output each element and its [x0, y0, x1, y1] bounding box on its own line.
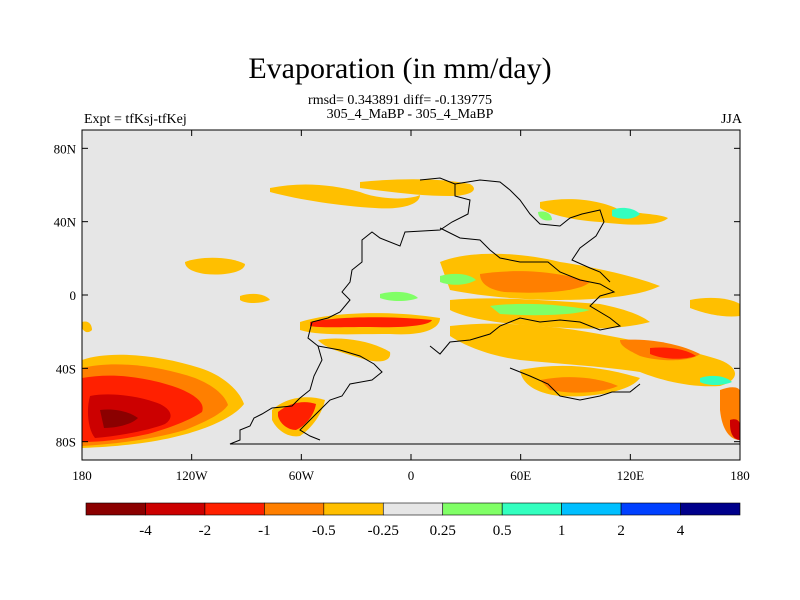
colorbar-label: 0.5 [493, 523, 512, 539]
colorbar-swatch [680, 502, 741, 516]
colorbar-swatch [204, 502, 265, 516]
anomaly-patch-green-5 [700, 375, 732, 385]
x-tick-label: 120W [176, 468, 209, 483]
colorbar-label: -0.5 [312, 523, 336, 539]
anomaly-patch-tropical-atlantic-2 [310, 317, 432, 328]
anomaly-patch-brazil [318, 338, 391, 362]
anomaly-patch-south-america-2 [278, 402, 316, 430]
anomaly-patch-arctic [270, 184, 420, 209]
colorbar-label: -1 [258, 523, 271, 539]
colorbar-swatch [620, 502, 681, 516]
coastline-south-america [299, 345, 383, 441]
colorbar-label: -2 [199, 523, 212, 539]
season-label: JJA [720, 112, 742, 127]
anomaly-patch-eurasia-north [360, 179, 474, 196]
x-tick-label: 180 [730, 468, 750, 483]
anomaly-patch-indian-ocean-3 [650, 347, 696, 359]
colorbar-swatch [442, 502, 503, 516]
y-tick-label: 40N [54, 215, 77, 230]
anomaly-patch-green-4 [380, 291, 418, 301]
colorbar-label: 2 [617, 523, 625, 539]
anomaly-patch-arabia [480, 271, 590, 293]
colorbar-swatch [85, 502, 146, 516]
x-tick-label: 0 [408, 468, 415, 483]
colorbar-label: -4 [139, 523, 152, 539]
anomaly-patch-tropical-east [690, 297, 740, 317]
x-tick-label: 180 [72, 468, 92, 483]
colorbar-label: 0.25 [430, 523, 456, 539]
colorbar-swatch [264, 502, 325, 516]
anomaly-patch-south-indian-2 [540, 377, 618, 393]
coastline-asia [454, 179, 611, 283]
anomaly-patch-pacific-small [240, 293, 270, 303]
coastlines [229, 177, 740, 445]
anomaly-patch-green-asia [612, 207, 640, 219]
anomaly-patch-green-1 [538, 211, 552, 221]
plot-title: Evaporation (in mm/day) [248, 52, 552, 85]
anomaly-patch-south-pacific-5 [100, 409, 138, 428]
anomaly-patch-asia-north [540, 199, 668, 225]
anomaly-patch-green-3 [490, 303, 590, 316]
anomaly-fields [82, 179, 740, 448]
plot-subtitle: 305_4_MaBP - 305_4_MaBP [326, 107, 494, 122]
x-tick-label: 120E [617, 468, 645, 483]
anomaly-patch-green-2 [440, 273, 476, 285]
colorbar-label: 4 [677, 523, 685, 539]
y-tick-label: 40S [56, 361, 76, 376]
coastline-europe-africa [429, 227, 622, 355]
colorbar: -4 -2 -1 -0.5 -0.25 0.25 0.5 1 2 4 [85, 502, 741, 539]
axis-ticks: 180 120W 60W 0 60E 120E 180 80N 40N 0 40S 80S [54, 130, 750, 483]
stats-line: rmsd= 0.343891 diff= -0.139775 [308, 93, 492, 108]
colorbar-swatch [323, 502, 384, 516]
colorbar-label: 1 [558, 523, 566, 539]
anomaly-patch-indian-ocean [450, 323, 735, 387]
colorbar-swatch [501, 502, 562, 516]
anomaly-patch-west-small [82, 321, 92, 333]
colorbar-swatch [561, 502, 622, 516]
experiment-label: Expt = tfKsj-tfKej [84, 112, 187, 127]
anomaly-patch-east-edge-2 [730, 419, 740, 440]
x-tick-label: 60E [510, 468, 531, 483]
y-tick-label: 0 [70, 288, 77, 303]
y-tick-label: 80N [54, 141, 77, 156]
colorbar-label: -0.25 [368, 523, 399, 539]
colorbar-swatch [382, 502, 444, 516]
colorbar-swatch [145, 502, 206, 516]
x-tick-label: 60W [289, 468, 315, 483]
anomaly-patch-north-pacific [185, 257, 245, 275]
coastline-americas [229, 177, 740, 445]
y-tick-label: 80S [56, 435, 76, 450]
coastline-australia [509, 367, 641, 401]
